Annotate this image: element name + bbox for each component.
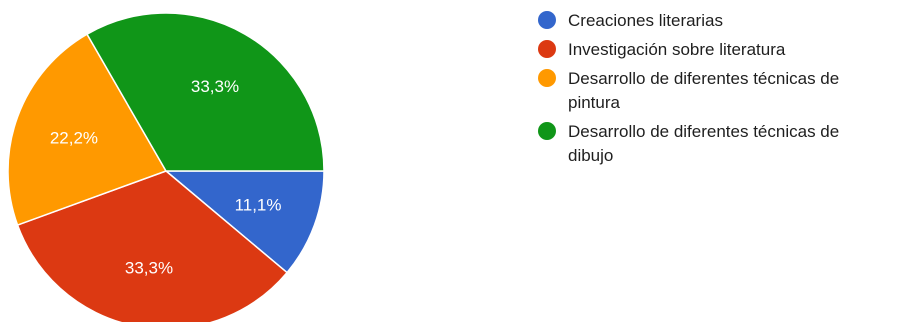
pie-slice-1 bbox=[16, 170, 289, 322]
legend-swatch-3 bbox=[538, 122, 556, 140]
legend-item-2: Desarrollo de diferentes técnicas de pin… bbox=[538, 67, 908, 115]
legend-item-1: Investigación sobre literatura bbox=[538, 38, 908, 62]
legend-swatch-0 bbox=[538, 11, 556, 29]
pie-chart: 11,1% 33,3% 22,2% 33,3% bbox=[7, 12, 325, 322]
pie-slice-label-2: 22,2% bbox=[50, 128, 98, 147]
legend-swatch-2 bbox=[538, 69, 556, 87]
legend-item-3: Desarrollo de diferentes técnicas de dib… bbox=[538, 120, 908, 168]
legend-swatch-1 bbox=[538, 40, 556, 58]
chart-legend: Creaciones literarias Investigación sobre… bbox=[538, 9, 908, 173]
legend-item-0: Creaciones literarias bbox=[538, 9, 908, 33]
pie-slice-3 bbox=[85, 12, 325, 172]
legend-label-3: Desarrollo de diferentes técnicas de dib… bbox=[568, 122, 840, 165]
legend-label-0: Creaciones literarias bbox=[568, 11, 723, 30]
pie-slice-label-1: 33,3% bbox=[125, 258, 173, 277]
pie-slice-0 bbox=[163, 170, 325, 274]
legend-label-2: Desarrollo de diferentes técnicas de pin… bbox=[568, 69, 840, 112]
pie-slice-2 bbox=[7, 33, 168, 227]
legend-label-1: Investigación sobre literatura bbox=[568, 40, 786, 59]
pie-slice-label-0: 11,1% bbox=[235, 196, 282, 215]
pie-slice-label-3: 33,3% bbox=[191, 77, 239, 96]
